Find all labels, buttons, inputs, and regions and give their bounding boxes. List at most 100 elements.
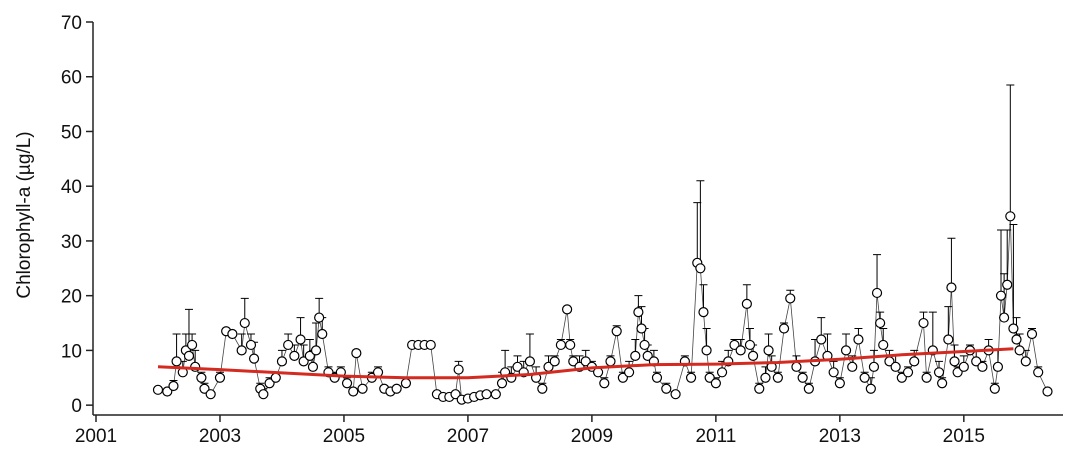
data-point bbox=[496, 378, 508, 389]
data-point bbox=[605, 356, 616, 367]
x-tick-label: 2001 bbox=[75, 426, 117, 447]
x-tick-label: 2007 bbox=[447, 426, 489, 447]
data-point bbox=[171, 356, 182, 367]
data-point bbox=[1026, 328, 1038, 340]
data-point bbox=[791, 361, 802, 372]
data-point bbox=[248, 353, 260, 364]
data-point bbox=[741, 298, 752, 309]
data-point bbox=[611, 326, 622, 337]
data-point bbox=[555, 339, 567, 351]
error-bar bbox=[947, 237, 956, 288]
data-point bbox=[754, 383, 765, 394]
data-point bbox=[295, 334, 306, 345]
data-point bbox=[778, 323, 790, 334]
y-tick-label: 0 bbox=[71, 396, 82, 417]
y-tick-label: 30 bbox=[61, 232, 82, 253]
data-point bbox=[636, 323, 647, 334]
data-point bbox=[400, 378, 412, 389]
data-point bbox=[152, 384, 164, 395]
data-point bbox=[685, 372, 697, 383]
data-point bbox=[633, 306, 644, 318]
data-point bbox=[878, 339, 889, 351]
data-point bbox=[695, 263, 706, 274]
data-point bbox=[425, 339, 436, 351]
x-tick-label: 2011 bbox=[695, 426, 736, 447]
data-point bbox=[989, 383, 1000, 394]
data-point bbox=[902, 367, 914, 378]
data-point bbox=[317, 328, 328, 340]
data-point bbox=[1005, 211, 1016, 222]
data-point bbox=[183, 350, 195, 361]
data-point bbox=[236, 345, 247, 356]
x-tick-label: 2005 bbox=[323, 426, 365, 447]
data-point bbox=[1033, 367, 1044, 378]
data-point bbox=[772, 372, 783, 383]
data-point bbox=[797, 372, 808, 383]
data-point bbox=[227, 328, 238, 340]
data-point bbox=[865, 383, 876, 394]
data-point bbox=[341, 378, 353, 389]
data-point bbox=[946, 282, 957, 293]
data-point bbox=[314, 312, 325, 323]
data-point bbox=[828, 367, 839, 378]
data-point bbox=[630, 350, 641, 361]
data-point bbox=[214, 372, 226, 383]
error-bar bbox=[1006, 84, 1015, 217]
data-point bbox=[639, 339, 650, 351]
data-point bbox=[1014, 345, 1025, 356]
error-bar bbox=[873, 254, 882, 293]
data-point bbox=[744, 339, 756, 351]
data-point bbox=[205, 389, 216, 400]
data-point bbox=[490, 389, 501, 400]
data-point bbox=[995, 290, 1007, 301]
data-point bbox=[710, 378, 721, 389]
data-point bbox=[565, 339, 576, 351]
data-point bbox=[1042, 386, 1053, 397]
data-point bbox=[868, 361, 880, 372]
data-point bbox=[847, 361, 858, 372]
data-point bbox=[937, 378, 948, 389]
x-tick-label: 2009 bbox=[571, 426, 613, 447]
data-point bbox=[481, 389, 492, 400]
data-point bbox=[537, 383, 548, 394]
data-point bbox=[661, 383, 672, 394]
data-point bbox=[747, 350, 759, 361]
data-point bbox=[623, 367, 635, 378]
data-point bbox=[890, 361, 901, 372]
data-point bbox=[933, 367, 945, 378]
data-point bbox=[859, 372, 870, 383]
data-point bbox=[168, 380, 179, 392]
data-point bbox=[1011, 334, 1022, 345]
x-tick-label: 2003 bbox=[199, 426, 241, 447]
data-point bbox=[276, 356, 288, 367]
y-tick-label: 40 bbox=[61, 177, 82, 198]
data-point bbox=[524, 356, 536, 367]
data-point bbox=[258, 389, 269, 400]
data-point bbox=[186, 339, 198, 351]
error-bar bbox=[1009, 224, 1018, 329]
data-point bbox=[701, 345, 712, 356]
data-point bbox=[283, 339, 294, 351]
data-point bbox=[977, 361, 988, 372]
data-point bbox=[875, 317, 886, 329]
error-bar bbox=[1003, 229, 1012, 285]
data-point bbox=[763, 345, 774, 356]
data-point bbox=[562, 304, 573, 315]
data-point bbox=[549, 356, 560, 367]
data-point bbox=[949, 356, 960, 367]
y-axis-label: Chlorophyll-a (µg/L) bbox=[14, 131, 35, 298]
data-point bbox=[239, 317, 250, 329]
data-point bbox=[651, 372, 663, 383]
error-bar bbox=[944, 306, 953, 340]
data-point bbox=[918, 317, 929, 329]
data-point bbox=[760, 372, 771, 383]
data-point bbox=[1008, 323, 1019, 334]
data-point bbox=[992, 361, 1004, 372]
y-tick-label: 20 bbox=[61, 287, 82, 308]
data-point bbox=[853, 334, 864, 345]
data-point bbox=[599, 378, 610, 389]
data-point bbox=[921, 372, 932, 383]
data-point bbox=[391, 383, 402, 394]
data-point bbox=[351, 348, 362, 359]
